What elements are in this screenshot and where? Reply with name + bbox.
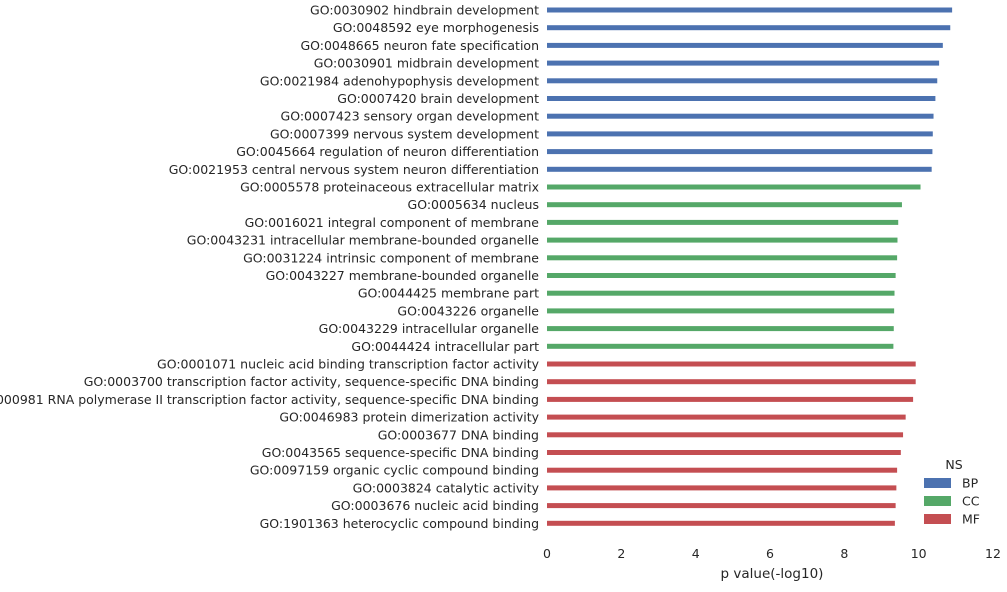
bar-bp-5 [547, 96, 936, 101]
category-label: GO:0005634 nucleus [408, 197, 539, 212]
bar-cc-10 [547, 184, 921, 190]
category-label: GO:0001071 nucleic acid binding transcri… [157, 357, 540, 372]
category-label: GO:0048592 eye morphogenesis [333, 20, 539, 35]
category-label: GO:0097159 organic cyclic compound bindi… [250, 463, 539, 478]
category-labels: GO:0030902 hindbrain development GO:00485… [0, 3, 540, 531]
legend-title: NS [945, 457, 962, 472]
category-label: GO:0043231 intracellular membrane-bounde… [187, 233, 540, 248]
category-label: GO:0044424 intracellular part [351, 339, 539, 354]
category-label: GO:0021984 adenohypophysis development [260, 73, 539, 88]
category-label: GO:0044425 membrane part [358, 286, 539, 301]
category-label: GO:0000981 RNA polymerase II transcripti… [0, 392, 539, 407]
legend-swatch-bp [924, 478, 951, 488]
category-label: GO:0048665 neuron fate specification [300, 38, 539, 53]
category-label: GO:1901363 heterocyclic compound binding [260, 516, 539, 531]
bar-mf-24 [547, 432, 904, 438]
legend: NS BP CC MF [924, 457, 980, 527]
x-tick-label: 2 [617, 546, 625, 561]
x-tick-label: 0 [543, 546, 551, 561]
category-label: GO:0016021 integral component of membran… [245, 215, 540, 230]
bar-mf-26 [547, 467, 898, 473]
bar-bp-4 [547, 78, 938, 84]
category-label: GO:0030901 midbrain development [314, 56, 539, 71]
bar-cc-13 [547, 237, 898, 243]
bar-mf-28 [547, 503, 896, 509]
category-label: GO:0043229 intracellular organelle [319, 321, 540, 336]
bar-cc-17 [547, 308, 895, 314]
legend-swatch-mf [924, 514, 951, 524]
category-label: GO:0030902 hindbrain development [310, 3, 539, 18]
x-axis-title: p value(-log10) [721, 566, 824, 582]
bar-bp-3 [547, 60, 940, 66]
category-label: GO:0031224 intrinsic component of membra… [243, 250, 539, 265]
x-tick-label: 12 [985, 546, 1001, 561]
category-label: GO:0007423 sensory organ development [281, 109, 540, 124]
bar-bp-2 [547, 42, 943, 48]
bar-cc-14 [547, 255, 898, 261]
bar-bp-1 [547, 25, 951, 31]
bar-bp-7 [547, 131, 933, 137]
bars-layer [547, 7, 953, 526]
x-tick-label: 10 [911, 546, 927, 561]
category-label: GO:0021953 central nervous system neuron… [169, 162, 539, 177]
category-label: GO:0003700 transcription factor activity… [84, 374, 539, 389]
bar-cc-18 [547, 326, 894, 332]
legend-label-mf: MF [962, 512, 980, 527]
bar-cc-15 [547, 273, 896, 278]
bar-mf-25 [547, 450, 901, 455]
x-tick-label: 8 [840, 546, 848, 561]
legend-label-bp: BP [962, 476, 979, 491]
category-label: GO:0003677 DNA binding [378, 427, 539, 442]
bar-bp-0 [547, 7, 953, 13]
category-label: GO:0045664 regulation of neuron differen… [236, 144, 539, 159]
category-label: GO:0043227 membrane-bounded organelle [266, 268, 540, 283]
x-tick-label: 4 [692, 546, 700, 561]
legend-swatch-cc [924, 496, 951, 506]
bar-mf-23 [547, 414, 906, 420]
category-label: GO:0043565 sequence-specific DNA binding [262, 445, 539, 460]
bar-mf-27 [547, 485, 897, 491]
bar-cc-16 [547, 290, 895, 296]
category-label: GO:0043226 organelle [397, 303, 539, 318]
bar-bp-9 [547, 166, 932, 172]
x-axis-ticks: 0 2 4 6 8 10 12 [543, 546, 1001, 561]
bar-cc-11 [547, 202, 902, 208]
bar-mf-29 [547, 520, 895, 526]
x-tick-label: 6 [766, 546, 774, 561]
bar-mf-20 [547, 361, 916, 367]
bar-cc-12 [547, 219, 899, 225]
legend-label-cc: CC [962, 494, 980, 509]
category-label: GO:0007399 nervous system development [270, 126, 539, 141]
bar-bp-8 [547, 149, 933, 155]
bar-mf-22 [547, 396, 914, 402]
bar-bp-6 [547, 113, 934, 119]
bar-cc-19 [547, 343, 894, 349]
category-label: GO:0007420 brain development [337, 91, 539, 106]
category-label: GO:0003824 catalytic activity [353, 480, 540, 495]
category-label: GO:0003676 nucleic acid binding [331, 498, 539, 513]
category-label: GO:0005578 proteinaceous extracellular m… [240, 180, 539, 195]
category-label: GO:0046983 protein dimerization activity [279, 410, 539, 425]
bar-mf-21 [547, 379, 916, 385]
